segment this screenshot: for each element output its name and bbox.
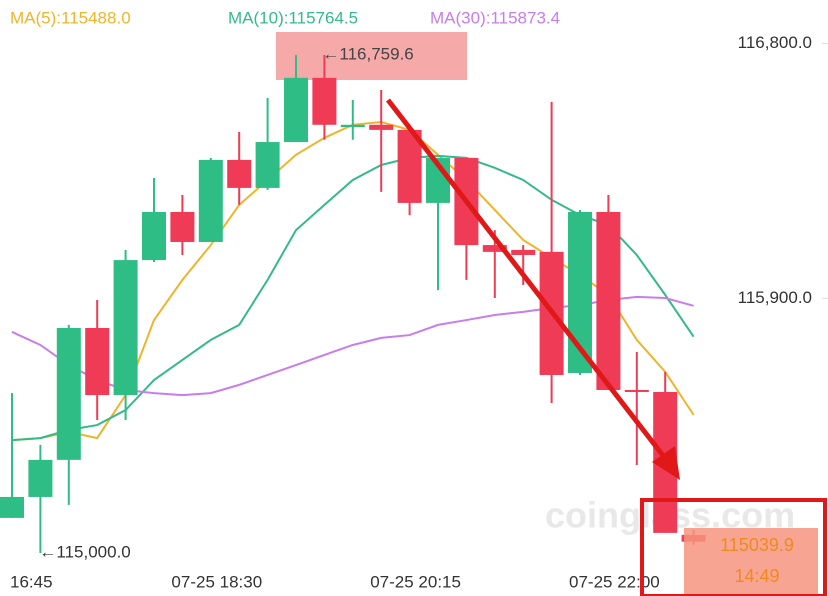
legend-entry: MA(5):115488.0: [10, 8, 131, 27]
candle-body: [198, 159, 223, 242]
high-highlight: [276, 32, 467, 80]
candle-body: [255, 142, 280, 188]
x-tick-label: 16:45: [10, 572, 53, 591]
candle-body: [227, 159, 252, 188]
candle-body: [511, 249, 536, 255]
candle-body: [369, 124, 394, 130]
trend-arrow: [386, 98, 670, 464]
candle-body: [482, 245, 507, 252]
price-highlight: [684, 528, 818, 596]
candle-body: [0, 496, 24, 518]
candle-body: [624, 389, 649, 392]
legend-entry: MA(30):115873.4: [430, 8, 560, 27]
candle-body: [312, 77, 337, 125]
candle-body: [170, 211, 195, 242]
y-tick-label: 115,900.0: [738, 288, 812, 307]
candle-body: [340, 124, 365, 128]
candle-body: [113, 260, 138, 396]
countdown: 14:49: [734, 566, 779, 586]
candle-body: [596, 211, 621, 390]
y-tick-label: 116,800.0: [738, 33, 812, 52]
candle-body: [56, 327, 81, 460]
legend-entry: MA(10):115764.5: [228, 8, 358, 27]
low-label: ←115,000.0: [39, 542, 130, 561]
candle-body: [284, 77, 308, 143]
x-tick-label: 07-25 22:00: [569, 572, 660, 591]
last-price-label: 115039.9: [720, 535, 794, 555]
candle-body: [85, 327, 110, 396]
price-box: [640, 498, 827, 596]
trend-arrowhead: [652, 446, 680, 480]
x-tick-label: 07-25 18:30: [171, 572, 262, 591]
x-tick-label: 07-25 20:15: [370, 572, 461, 591]
candle-body: [28, 459, 53, 497]
high-label: ←116,759.6: [322, 44, 413, 63]
candle-body: [142, 211, 166, 261]
